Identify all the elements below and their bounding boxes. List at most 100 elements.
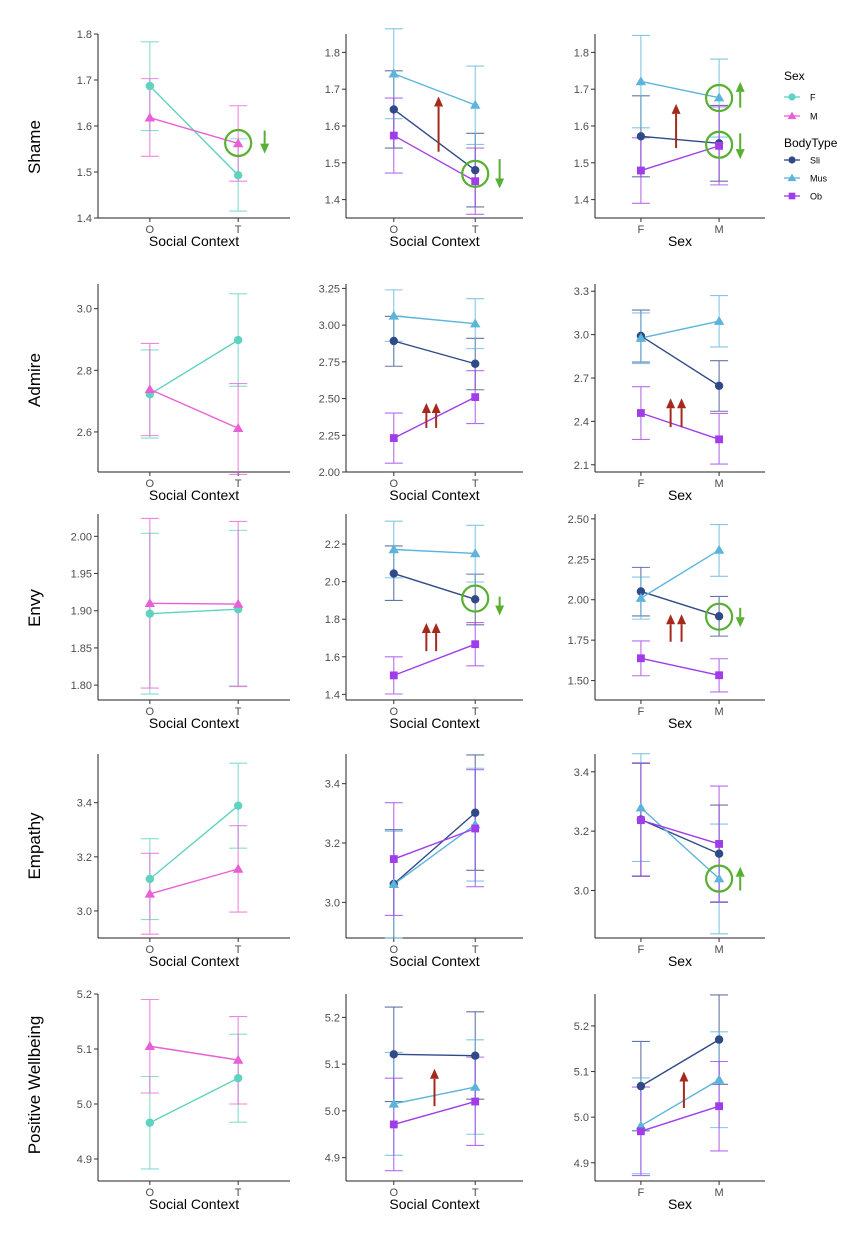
y-tick-label: 3.2 [77, 852, 92, 864]
row-labels: Shame Admire Envy Empathy Positive Wellbeing [25, 120, 44, 1154]
point-Mus [470, 548, 481, 558]
line-F [149, 608, 239, 615]
legend-bodytype-items: Sli Mus Ob [784, 156, 828, 202]
point-Sli [471, 808, 480, 817]
line-Ob [393, 827, 476, 860]
red-arrow [666, 614, 676, 642]
point-F [233, 801, 243, 810]
y-tick-label: 1.4 [574, 195, 589, 207]
y-tick-label: 3.0 [77, 906, 92, 918]
y-tick-label: 1.5 [325, 158, 340, 170]
x-tick-label: T [472, 1187, 479, 1199]
y-tick-label: 2.25 [319, 430, 340, 442]
row-label: Envy [25, 589, 44, 627]
y-tick-label: 2.8 [77, 365, 92, 377]
line-Mus [640, 320, 720, 339]
point-M [144, 112, 156, 122]
y-tick-label: 5.1 [77, 1044, 92, 1056]
legend-item-Ob: Ob [784, 192, 822, 202]
highlight-circle [704, 130, 734, 159]
point-F [145, 609, 155, 618]
x-axis-label: Sex [668, 233, 692, 249]
y-tick-label: 3.00 [319, 320, 340, 332]
highlight-circle [704, 864, 734, 893]
y-tick-label: 1.6 [77, 121, 92, 133]
x-axis-label: Social Context [149, 953, 239, 969]
line-M [149, 388, 239, 429]
point-Mus [388, 1098, 399, 1108]
line-Ob [640, 1105, 720, 1132]
y-tick-label: 4.9 [325, 1153, 340, 1165]
y-tick-label: 2.6 [77, 427, 92, 439]
highlight-circle [461, 584, 490, 613]
point-Sli [714, 1035, 724, 1044]
y-tick-label: 4.9 [574, 1158, 589, 1170]
x-axis-label: Sex [668, 953, 692, 969]
y-tick-label: 2.50 [568, 514, 589, 526]
line-Ob [393, 396, 476, 439]
green-arrow [735, 133, 745, 160]
highlight-circle [461, 159, 490, 188]
panel-admire-2: 2.1 2.4 2.7 3.0 3.3 F M Sex [574, 284, 765, 503]
line-Ob [640, 657, 720, 676]
point-Sli [471, 359, 480, 368]
y-tick-label: 5.0 [77, 1099, 92, 1111]
y-tick-label: 1.6 [325, 121, 340, 133]
y-tick-label: 2.2 [325, 539, 340, 551]
line-Mus [640, 1079, 720, 1127]
red-arrow [666, 398, 676, 428]
point-M [232, 423, 244, 432]
line-Mus [393, 824, 476, 885]
legend-label: F [810, 93, 816, 103]
x-tick-label: O [390, 478, 399, 490]
y-tick-label: 3.3 [574, 286, 589, 298]
x-axis-label: Social Context [389, 1196, 479, 1212]
legend-circle-marker [788, 93, 796, 101]
y-tick-label: 1.4 [77, 213, 92, 225]
line-Sli [393, 108, 476, 171]
legend-label: Ob [810, 192, 822, 202]
line-Sli [640, 335, 720, 387]
y-tick-label: 1.5 [77, 167, 92, 179]
point-Ob [637, 409, 645, 417]
line-Ob [640, 819, 720, 845]
x-axis-label: Social Context [149, 1196, 239, 1212]
point-Mus [635, 76, 647, 86]
point-Mus [470, 1081, 481, 1091]
y-tick-label: 1.6 [574, 121, 589, 133]
legend-circle-marker [788, 156, 796, 164]
point-Sli [714, 381, 724, 391]
green-arrow [495, 159, 505, 189]
point-Sli [471, 595, 480, 604]
y-tick-label: 1.75 [568, 635, 589, 647]
point-Mus [713, 544, 725, 554]
red-arrow [421, 622, 431, 652]
red-arrow-head [431, 402, 441, 413]
x-axis-label: Sex [668, 1196, 692, 1212]
point-Ob [471, 824, 480, 833]
red-arrow-head [421, 402, 431, 413]
green-arrow-head [735, 81, 745, 92]
point-Ob [389, 855, 398, 863]
red-arrow [677, 614, 687, 642]
row-label: Shame [25, 120, 44, 174]
red-arrow-head [677, 398, 687, 409]
line-Sli [393, 812, 476, 885]
panel-positive-wellbeing-2: 4.9 5.0 5.1 5.2 F M Sex [574, 994, 765, 1212]
point-Ob [637, 1127, 645, 1136]
line-Ob [393, 643, 476, 677]
x-tick-label: O [390, 706, 399, 718]
y-tick-label: 1.95 [71, 569, 92, 581]
line-Mus [393, 315, 476, 325]
y-tick-label: 5.2 [574, 1021, 589, 1033]
point-Sli [389, 1050, 398, 1059]
y-tick-label: 2.00 [568, 595, 589, 607]
x-tick-label: O [390, 944, 399, 956]
y-tick-label: 3.25 [319, 283, 340, 295]
y-tick-label: 3.0 [325, 897, 340, 909]
line-M [149, 1045, 239, 1061]
y-tick-label: 1.7 [325, 84, 340, 96]
